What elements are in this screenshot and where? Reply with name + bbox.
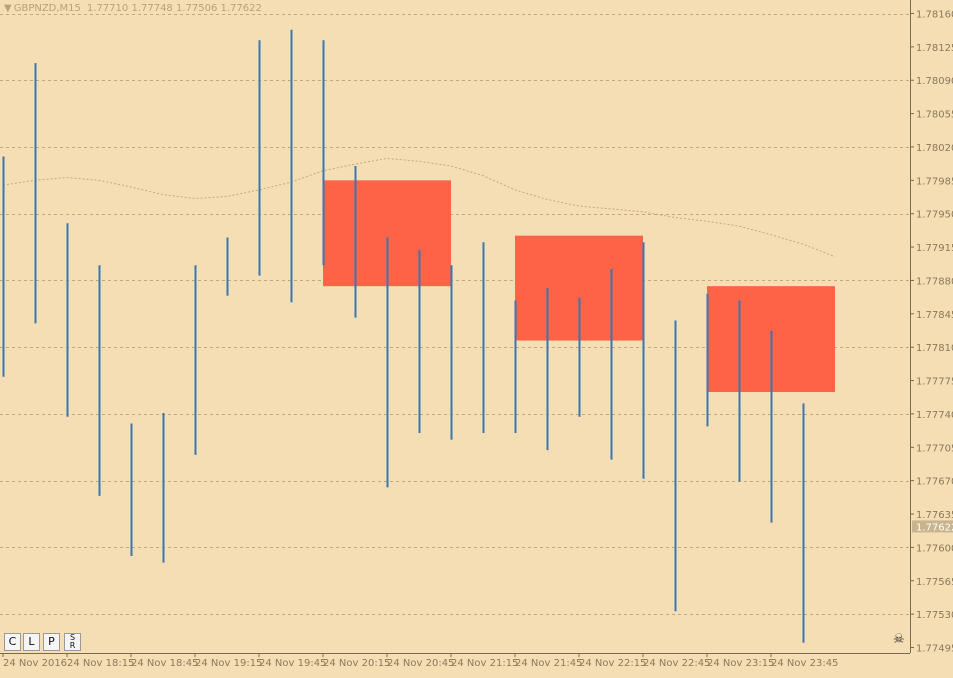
sr-button-top: S bbox=[69, 633, 76, 642]
y-tick-label: 1.77845 bbox=[916, 310, 953, 321]
y-tick-label: 1.77530 bbox=[916, 610, 953, 621]
y-tick-label: 1.77565 bbox=[916, 577, 953, 588]
y-tick-label: 1.77600 bbox=[916, 543, 953, 554]
p-button[interactable]: P bbox=[43, 633, 60, 651]
axes bbox=[0, 0, 911, 654]
x-tick-label: 24 Nov 18:45 bbox=[131, 658, 198, 669]
grid-lines bbox=[0, 14, 910, 615]
y-tick-label: 1.77495 bbox=[916, 644, 953, 655]
y-tick-label: 1.77950 bbox=[916, 210, 953, 221]
y-tick-label: 1.77985 bbox=[916, 176, 953, 187]
y-tick-label: 1.78020 bbox=[916, 143, 953, 154]
y-tick-label: 1.77670 bbox=[916, 477, 953, 488]
y-tick-label: 1.77915 bbox=[916, 243, 953, 254]
current-price-label: 1.77622 bbox=[916, 522, 953, 533]
x-tick-label: 24 Nov 21:45 bbox=[515, 658, 582, 669]
current-price-tag bbox=[912, 520, 953, 533]
x-tick-label: 24 Nov 18:15 bbox=[67, 658, 134, 669]
x-tick-label: 24 Nov 20:45 bbox=[387, 658, 454, 669]
y-tick-label: 1.78125 bbox=[916, 43, 953, 54]
price-bars bbox=[2, 29, 805, 643]
x-tick-label: 24 Nov 19:45 bbox=[259, 658, 326, 669]
y-tick-label: 1.78160 bbox=[916, 10, 953, 21]
x-tick-label: 24 Nov 19:15 bbox=[195, 658, 262, 669]
price-scale: 1.78160 1.78125 1.78090 1.78055 1.78020 1.779… bbox=[910, 10, 953, 655]
x-tick-label: 24 Nov 21:15 bbox=[451, 658, 518, 669]
sr-button[interactable]: S R bbox=[64, 633, 81, 651]
y-tick-label: 1.78055 bbox=[916, 110, 953, 121]
l-button[interactable]: L bbox=[23, 633, 40, 651]
symbol-label: GBPNZD,M15 bbox=[13, 3, 81, 14]
x-tick-label: 24 Nov 2016 bbox=[3, 658, 67, 669]
skull-crossbones-icon: ☠ bbox=[893, 632, 905, 647]
sr-button-bottom: R bbox=[69, 641, 76, 650]
y-tick-label: 1.77705 bbox=[916, 443, 953, 454]
x-tick-label: 24 Nov 23:15 bbox=[707, 658, 774, 669]
x-tick-label: 24 Nov 20:15 bbox=[323, 658, 390, 669]
c-button[interactable]: C bbox=[4, 633, 21, 651]
x-tick-label: 24 Nov 23:45 bbox=[771, 658, 838, 669]
ma-line bbox=[2, 157, 836, 258]
x-tick-label: 24 Nov 22:45 bbox=[643, 658, 710, 669]
y-tick-label: 1.77740 bbox=[916, 410, 953, 421]
y-tick-label: 1.78090 bbox=[916, 76, 953, 87]
moving-average bbox=[2, 157, 836, 258]
y-tick-label: 1.77635 bbox=[916, 510, 953, 521]
y-tick-label: 1.77880 bbox=[916, 276, 953, 287]
y-tick-label: 1.77810 bbox=[916, 343, 953, 354]
dropdown-arrow-icon[interactable]: ▼ bbox=[4, 3, 12, 14]
x-tick-label: 24 Nov 22:15 bbox=[579, 658, 646, 669]
ohlc-values: 1.77710 1.77748 1.77506 1.77622 bbox=[86, 3, 262, 14]
y-tick-label: 1.77775 bbox=[916, 377, 953, 388]
chart-title: ▼ GBPNZD,M15 1.77710 1.77748 1.77506 1.776… bbox=[4, 3, 262, 14]
